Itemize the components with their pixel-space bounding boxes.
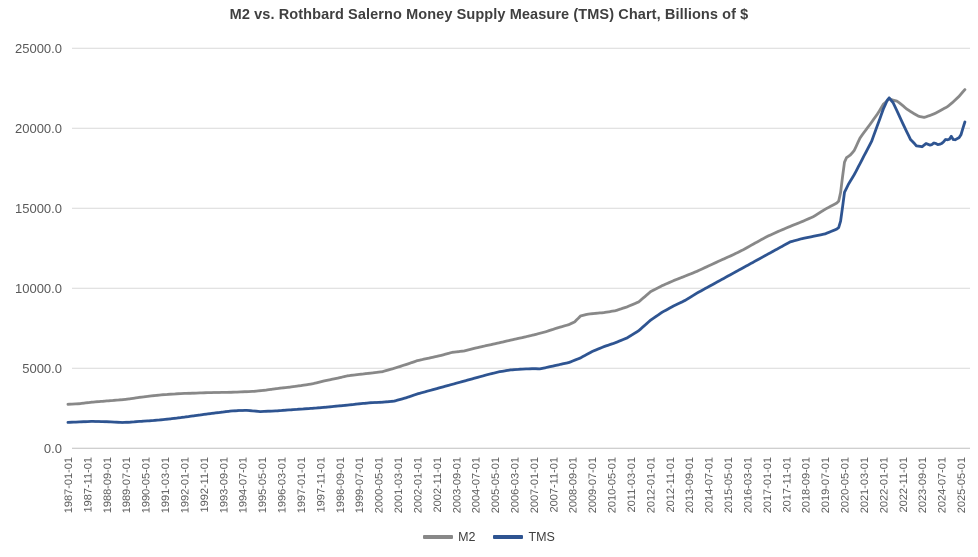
x-tick-label: 2007-01-01	[529, 457, 541, 513]
x-tick-label: 2004-07-01	[471, 457, 483, 513]
x-tick-label: 2017-01-01	[762, 457, 774, 513]
legend-item-tms[interactable]: TMS	[493, 530, 555, 544]
x-tick-label: 2005-05-01	[490, 457, 502, 513]
x-tick-label: 2021-03-01	[859, 457, 871, 513]
legend: M2 TMS	[0, 530, 978, 544]
x-tick-label: 1992-11-01	[199, 457, 211, 512]
x-tick-label: 2019-07-01	[820, 457, 832, 513]
x-tick-label: 2001-03-01	[393, 457, 405, 513]
chart-title: M2 vs. Rothbard Salerno Money Supply Mea…	[229, 7, 749, 23]
x-tick-label: 2000-05-01	[374, 457, 386, 513]
x-tick-label: 2010-05-01	[607, 457, 619, 513]
x-tick-label: 2011-03-01	[626, 457, 638, 512]
x-tick-label: 2012-11-01	[665, 457, 677, 512]
x-tick-label: 2023-09-01	[917, 457, 929, 513]
x-tick-label: 1988-09-01	[102, 457, 114, 513]
x-tick-label: 1997-01-01	[296, 457, 308, 513]
x-tick-label: 1995-05-01	[257, 457, 269, 513]
x-tick-label: 1998-09-01	[335, 457, 347, 513]
y-tick-label: 20000.0	[15, 121, 62, 136]
x-tick-label: 1999-07-01	[354, 457, 366, 513]
x-tick-label: 2013-09-01	[684, 457, 696, 513]
x-tick-label: 1989-07-01	[121, 457, 133, 513]
x-tick-label: 2007-11-01	[548, 457, 560, 512]
y-tick-label: 10000.0	[15, 281, 62, 296]
x-tick-label: 2009-07-01	[587, 457, 599, 513]
x-tick-label: 2014-07-01	[704, 457, 716, 513]
x-tick-label: 1992-01-01	[180, 457, 192, 513]
tms-line-swatch	[493, 535, 524, 539]
x-tick-label: 2017-11-01	[781, 457, 793, 512]
x-tick-label: 2024-07-01	[937, 457, 949, 513]
x-tick-label: 2022-11-01	[898, 457, 910, 512]
x-tick-label: 2020-05-01	[840, 457, 852, 513]
x-tick-label: 2025-05-01	[956, 457, 968, 513]
x-tick-label: 2006-03-01	[510, 457, 522, 513]
x-tick-label: 2016-03-01	[743, 457, 755, 513]
x-tick-label: 1997-11-01	[315, 457, 327, 512]
x-tick-label: 2002-11-01	[432, 457, 444, 512]
x-tick-label: 2003-09-01	[451, 457, 463, 513]
x-tick-label: 2008-09-01	[568, 457, 580, 513]
x-tick-label: 2022-01-01	[878, 457, 890, 513]
y-tick-label: 15000.0	[15, 201, 62, 216]
x-tick-label: 2002-01-01	[412, 457, 424, 513]
y-tick-label: 25000.0	[15, 41, 62, 56]
x-tick-label: 2018-09-01	[801, 457, 813, 513]
m2-line-swatch	[423, 535, 454, 539]
tms-line[interactable]	[66, 96, 967, 424]
x-tick-label: 2012-01-01	[645, 457, 657, 513]
x-tick-label: 1993-09-01	[218, 457, 230, 513]
x-tick-label: 1990-05-01	[141, 457, 153, 513]
y-tick-label: 0.0	[44, 441, 62, 456]
legend-item-m2[interactable]: M2	[423, 530, 475, 544]
x-tick-label: 1994-07-01	[238, 457, 250, 513]
legend-label-m2: M2	[458, 530, 476, 544]
x-tick-label: 1996-03-01	[277, 457, 289, 513]
x-tick-label: 1987-01-01	[63, 457, 75, 513]
x-tick-label: 1991-03-01	[160, 457, 172, 513]
legend-label-tms: TMS	[528, 530, 555, 544]
x-tick-label: 1987-11-01	[82, 457, 94, 512]
m2-line[interactable]	[66, 88, 967, 406]
x-tick-label: 2015-05-01	[723, 457, 735, 513]
y-tick-label: 5000.0	[22, 361, 62, 376]
